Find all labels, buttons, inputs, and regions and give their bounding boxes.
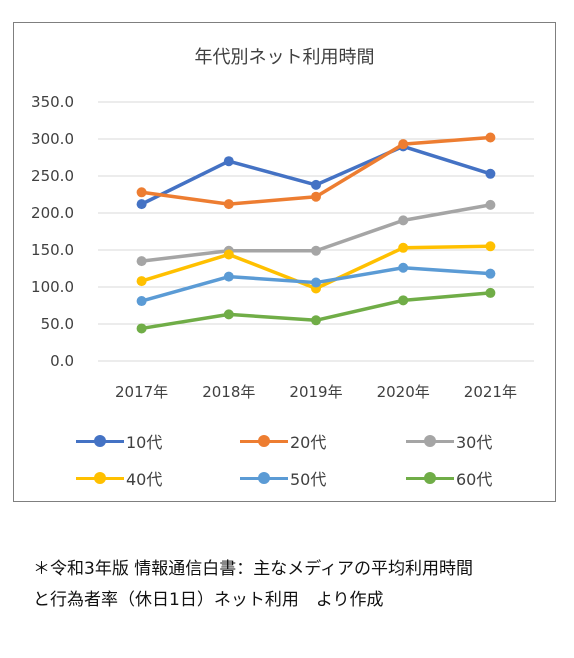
data-point <box>136 187 147 198</box>
data-point <box>136 199 147 210</box>
data-point <box>485 268 496 279</box>
caption-line-1: ＊令和3年版 情報通信白書：主なメディアの平均利用時間 <box>33 559 474 579</box>
data-point <box>223 199 234 210</box>
chart-title: 年代別ネット利用時間 <box>194 47 375 68</box>
data-point <box>311 277 321 288</box>
line-chart: 0.0 50.0 100.0 150.0 200.0 250.0 300.0 350.0 201… <box>31 93 534 401</box>
data-point <box>485 132 496 143</box>
y-tick-label: 50.0 <box>41 315 74 333</box>
y-tick-label: 150.0 <box>31 241 74 259</box>
x-tick-label: 2021年 <box>464 383 517 401</box>
data-point <box>485 168 496 179</box>
data-point <box>136 276 147 287</box>
source-caption: ＊令和3年版 情報通信白書：主なメディアの平均利用時間 と行為者率（休日1日）ネ… <box>33 554 563 616</box>
data-point <box>136 256 147 267</box>
data-point <box>398 139 409 150</box>
data-point <box>485 241 496 252</box>
x-tick-label: 2018年 <box>202 383 255 401</box>
caption-line-2: と行為者率（休日1日）ネット利用 より作成 <box>33 590 384 610</box>
data-point <box>136 296 147 307</box>
y-tick-label: 100.0 <box>31 278 74 296</box>
data-point <box>311 245 321 256</box>
data-point <box>398 215 409 226</box>
data-point <box>311 191 321 202</box>
data-point <box>223 156 234 167</box>
y-tick-label: 0.0 <box>50 352 74 370</box>
x-tick-label: 2020年 <box>377 383 430 401</box>
y-tick-label: 200.0 <box>31 204 74 222</box>
data-point <box>223 309 234 320</box>
data-point <box>311 179 321 190</box>
x-tick-label: 2017年 <box>115 383 168 401</box>
data-point <box>223 249 234 260</box>
data-point <box>398 295 409 306</box>
y-tick-label: 300.0 <box>31 130 74 148</box>
data-point <box>398 262 409 273</box>
data-point <box>485 287 496 298</box>
y-tick-label: 250.0 <box>31 167 74 185</box>
data-point <box>398 242 409 253</box>
data-point <box>223 271 234 282</box>
x-tick-label: 2019年 <box>289 383 342 401</box>
data-point <box>136 323 147 334</box>
data-point <box>311 315 321 326</box>
y-tick-label: 350.0 <box>31 93 74 111</box>
chart-frame: 年代別ネット利用時間 0.0 50.0 100.0 150.0 200.0 250.0 30… <box>13 22 556 502</box>
data-point <box>485 199 496 210</box>
